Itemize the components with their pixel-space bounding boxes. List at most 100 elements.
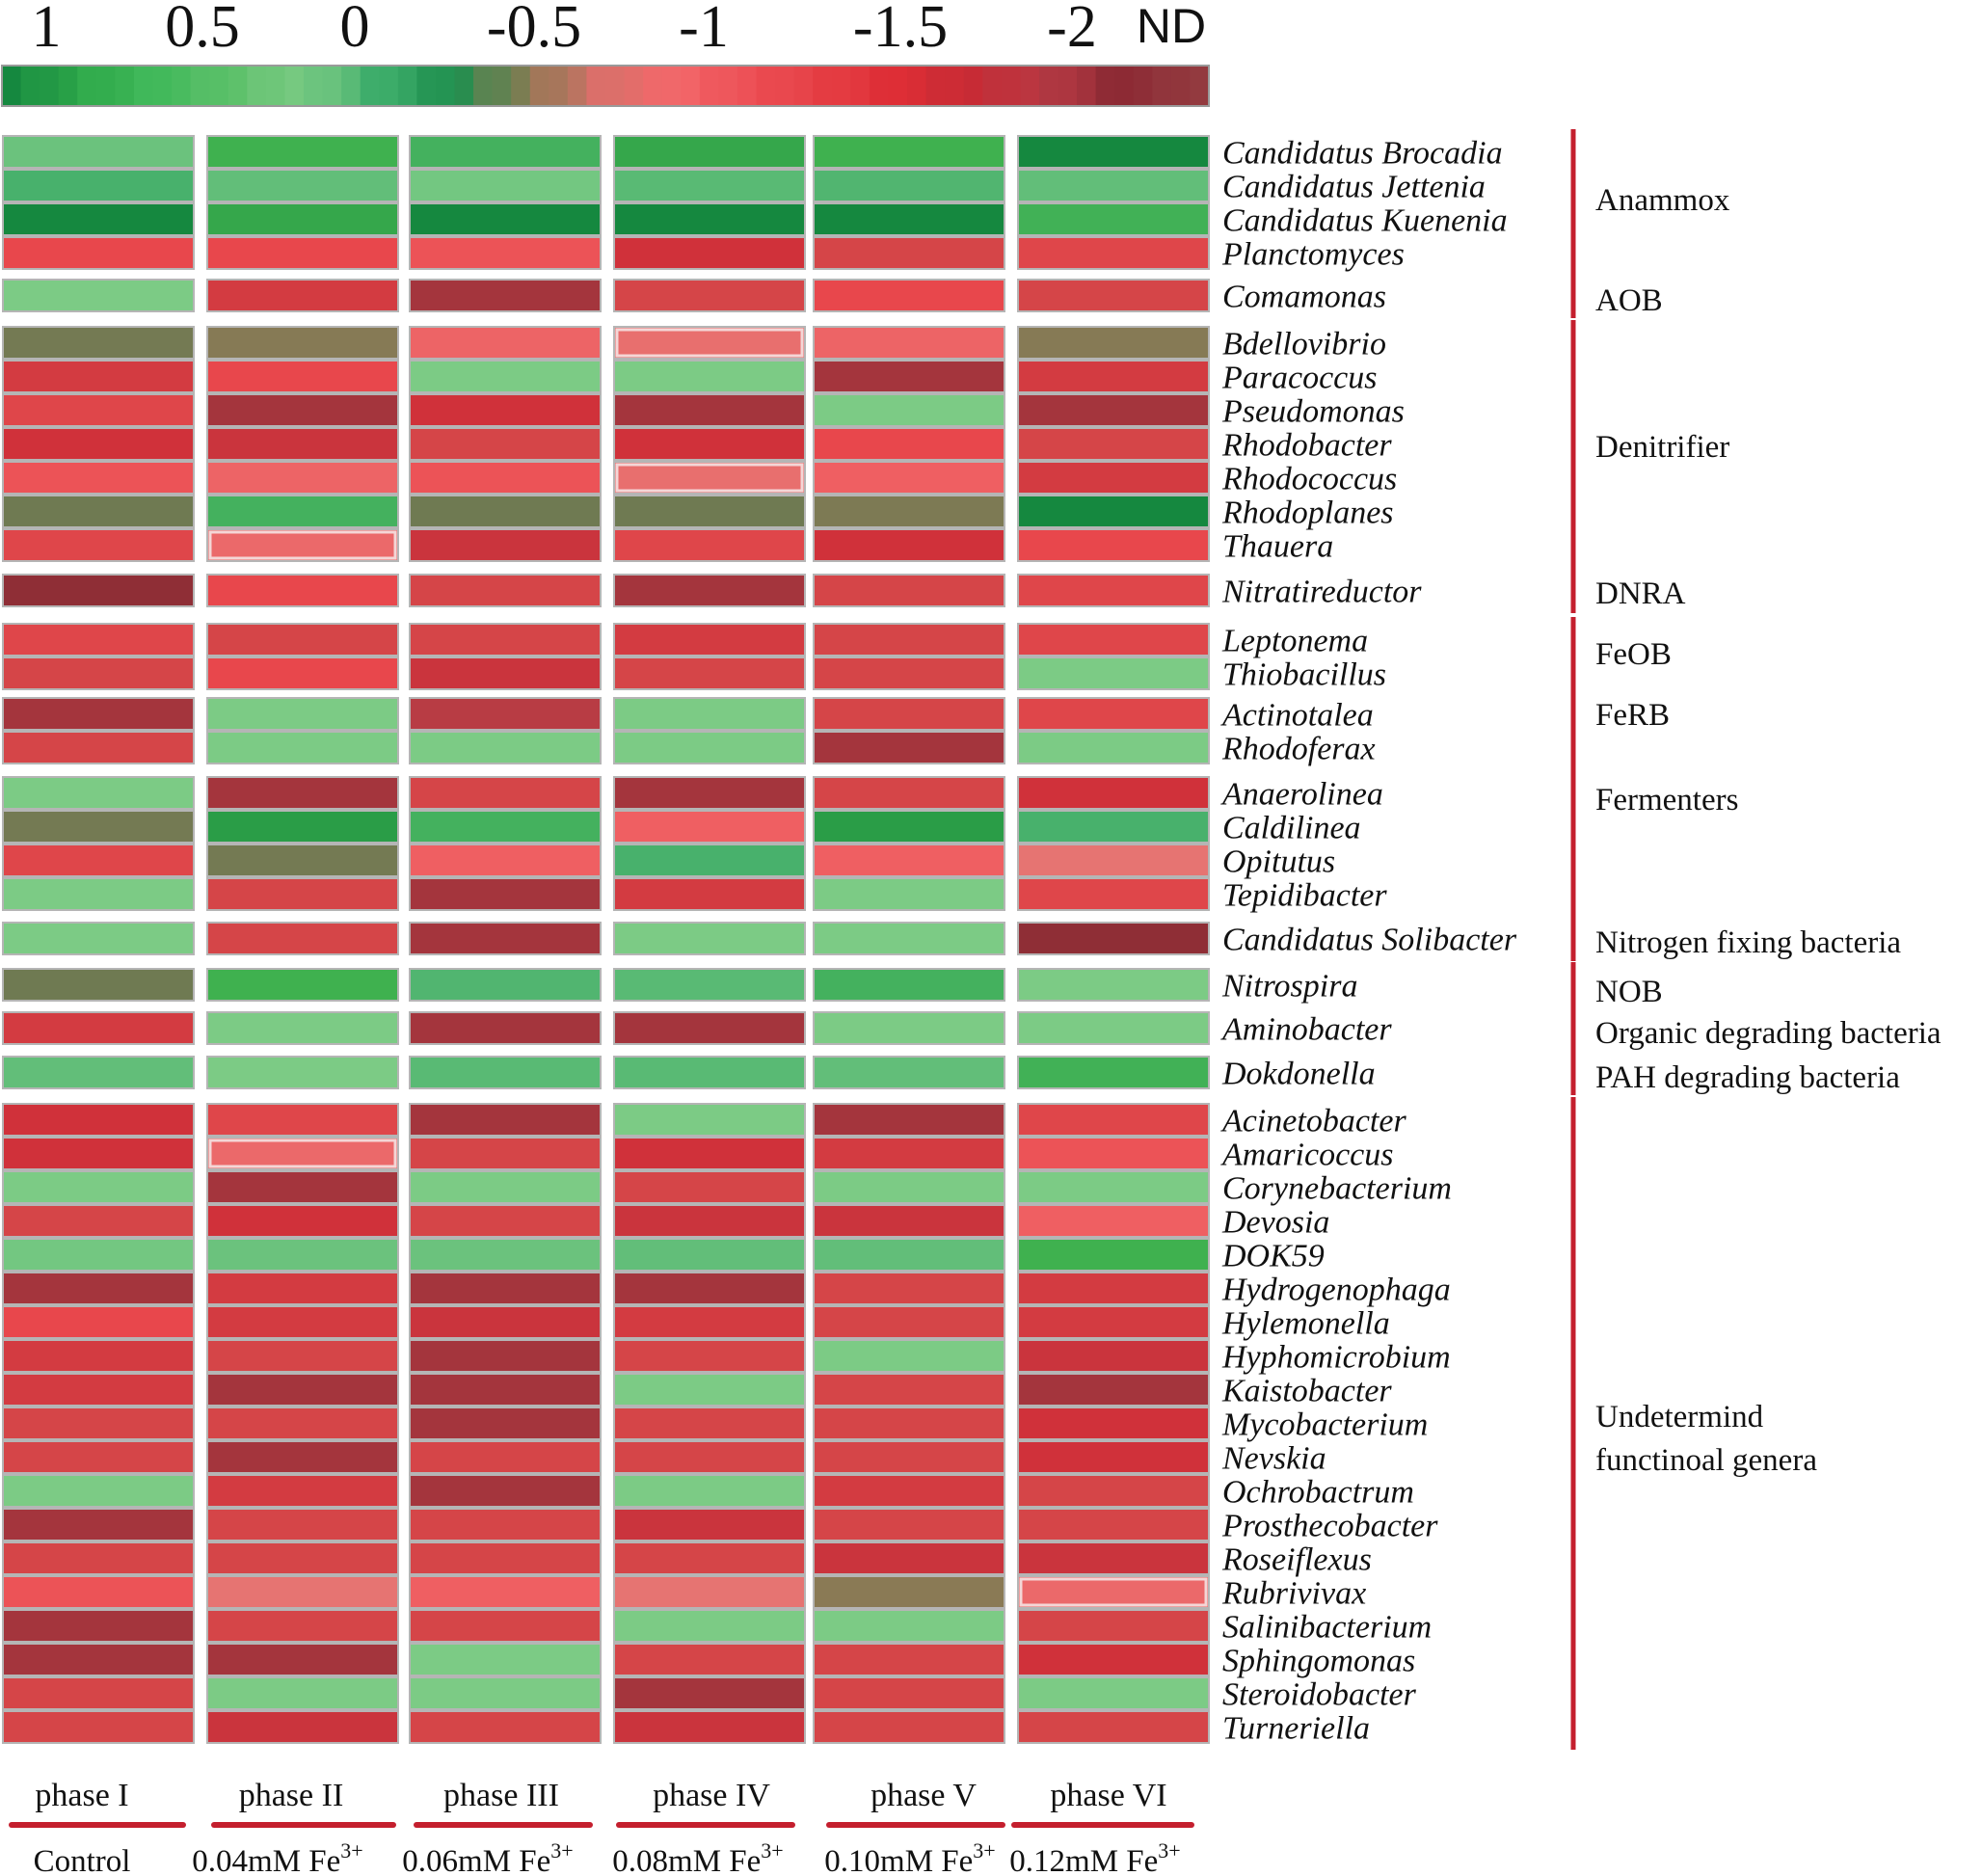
colorbar-segment [775, 66, 795, 106]
colorbar-tick-label: -2 [1047, 0, 1097, 60]
heatmap-cell [813, 1305, 1005, 1339]
heatmap-cell [409, 922, 602, 955]
genus-label: Paracoccus [1221, 361, 1378, 396]
heatmap-cell [813, 528, 1005, 562]
heatmap-cell [206, 1575, 399, 1609]
heatmap-cell [1017, 1541, 1210, 1575]
heatmap-cell [206, 393, 399, 427]
heatmap-cell [2, 1474, 195, 1508]
heatmap-cell [613, 1676, 806, 1710]
genus-label: Hyphomicrobium [1221, 1340, 1451, 1376]
heatmap-cell [1017, 697, 1210, 731]
colorbar-segment [850, 66, 870, 106]
genus-label: Corynebacterium [1222, 1171, 1452, 1207]
heatmap-cell [206, 1238, 399, 1272]
heatmap-cell [409, 623, 602, 657]
heatmap-cell [1017, 968, 1210, 1002]
genus-label: Rhodoferax [1221, 732, 1376, 767]
colorbar-segment [869, 66, 890, 106]
heatmap-cell [409, 844, 602, 877]
genus-label: Salinibacterium [1222, 1610, 1432, 1646]
heatmap-cell [2, 657, 195, 690]
heatmap-cell [206, 1056, 399, 1089]
heatmap-cell [206, 657, 399, 690]
heatmap-cell [2, 1056, 195, 1089]
heatmap-cell [613, 461, 806, 495]
heatmap-cell [2, 495, 195, 528]
heatmap-cell [409, 427, 602, 461]
heatmap-cell [206, 1204, 399, 1238]
heatmap-cell [1017, 1676, 1210, 1710]
genus-label: Leptonema [1221, 624, 1368, 659]
heatmap-cell [1017, 461, 1210, 495]
heatmap-cell [409, 360, 602, 393]
heatmap-cell [613, 657, 806, 690]
colorbar-segment [605, 66, 626, 106]
genus-label: Kaistobacter [1221, 1374, 1392, 1409]
colorbar-segment [925, 66, 946, 106]
colorbar-segment [586, 66, 606, 106]
genus-label: Candidatus Brocadia [1222, 136, 1503, 172]
heatmap-cell [613, 968, 806, 1002]
heatmap-cell [409, 810, 602, 844]
colorbar-segment [2, 66, 22, 106]
heatmap-cell [2, 427, 195, 461]
genus-label: Candidatus Kuenenia [1222, 203, 1508, 239]
phase-label: phase II [239, 1778, 344, 1813]
heatmap-cell [409, 1575, 602, 1609]
treatment-label: 0.12mM Fe3+ [1009, 1838, 1180, 1876]
heatmap-cell [1017, 169, 1210, 202]
heatmap-cell [1017, 326, 1210, 360]
heatmap-cell [2, 326, 195, 360]
heatmap-cell [813, 574, 1005, 607]
heatmap-cell [613, 236, 806, 270]
colorbar-tick-label: -1 [679, 0, 729, 60]
heatmap-cell [409, 877, 602, 911]
heatmap-cell [613, 1238, 806, 1272]
heatmap-cell [2, 1373, 195, 1407]
heatmap-cell [2, 528, 195, 562]
heatmap-cell [613, 135, 806, 169]
phase-label: phase IV [653, 1778, 770, 1813]
heatmap-cell [1017, 495, 1210, 528]
colorbar-segment [322, 66, 342, 106]
heatmap-cell [409, 1137, 602, 1170]
heatmap-cell [613, 495, 806, 528]
heatmap-cell [206, 1011, 399, 1045]
genus-label: Comamonas [1222, 280, 1386, 315]
genus-label: Candidatus Jettenia [1222, 170, 1486, 205]
nd-cell-marker [208, 1139, 397, 1168]
colorbar-segment [907, 66, 927, 106]
colorbar-segment [1190, 66, 1210, 106]
color-scale-legend: 1 0.5 0 -0.5 -1 -1.5 -2 ND [1, 0, 1210, 107]
genus-label: Anaerolinea [1220, 777, 1383, 813]
colorbar-segment [567, 66, 588, 106]
colorbar-segment [360, 66, 380, 106]
group-label: Organic degrading bacteria [1595, 1016, 1942, 1051]
heatmap-cell [2, 697, 195, 731]
genus-label: Bdellovibrio [1222, 327, 1386, 362]
heatmap-cell [1017, 776, 1210, 810]
heatmap-cell [813, 326, 1005, 360]
heatmap-cell [409, 1305, 602, 1339]
genus-label: Roseiflexus [1221, 1542, 1372, 1578]
colorbar-tick-label: 1 [32, 0, 62, 60]
heatmap-cell [2, 236, 195, 270]
heatmap-cell [409, 1474, 602, 1508]
heatmap-cell [2, 360, 195, 393]
genus-label: Prosthecobacter [1221, 1509, 1438, 1544]
heatmap-cell [409, 657, 602, 690]
heatmap-cell [613, 1305, 806, 1339]
heatmap-cell [1017, 1643, 1210, 1676]
heatmap-cell [1017, 1508, 1210, 1541]
heatmap-cell [1017, 1238, 1210, 1272]
heatmap-cell [813, 922, 1005, 955]
heatmap-cell [2, 1103, 195, 1137]
heatmap-cell [206, 776, 399, 810]
heatmap-cell [2, 810, 195, 844]
colorbar-segment [341, 66, 362, 106]
heatmap-cell [1017, 574, 1210, 607]
heatmap-cell [206, 697, 399, 731]
colorbar-segment [265, 66, 286, 106]
